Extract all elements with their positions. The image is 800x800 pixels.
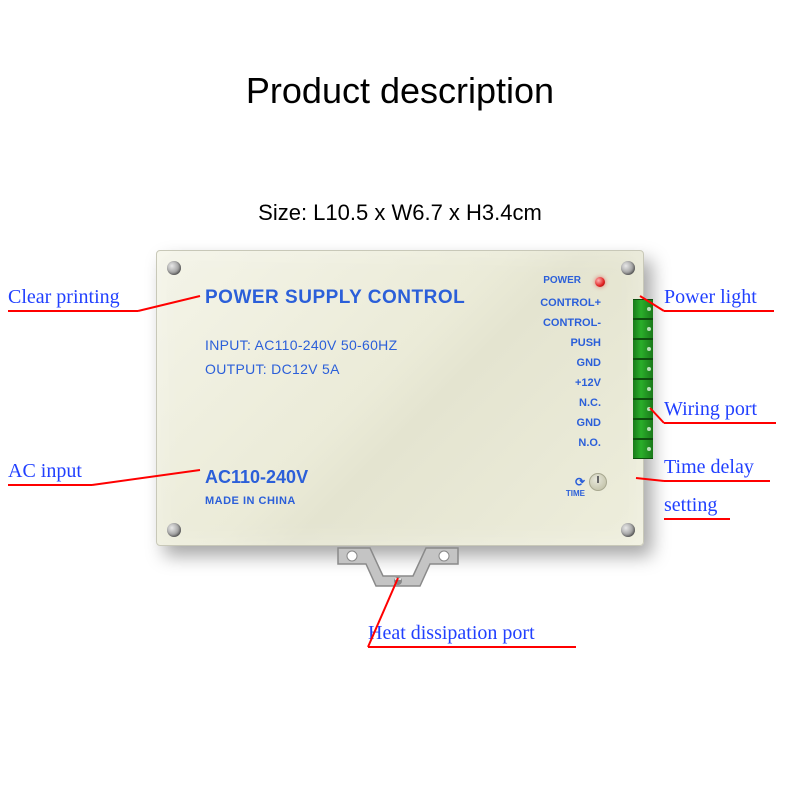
- callout-time-delay-2: setting: [664, 494, 717, 517]
- callout-clear-printing: Clear printing: [8, 286, 120, 309]
- callout-power-light: Power light: [664, 286, 757, 309]
- screw-icon: [167, 261, 181, 275]
- callout-time-delay-1: Time delay: [664, 456, 754, 479]
- terminal-label: CONTROL-: [543, 317, 601, 329]
- callout-ac-input: AC input: [8, 460, 82, 483]
- page-title: Product description: [0, 70, 800, 112]
- terminal-label: GND: [577, 417, 601, 429]
- underline: [8, 310, 138, 312]
- screw-icon: [621, 261, 635, 275]
- device-box: POWER SUPPLY CONTROL INPUT: AC110-240V 5…: [156, 250, 644, 546]
- device-ac-text: AC110-240V: [205, 467, 308, 488]
- screw-icon: [167, 523, 181, 537]
- terminal-block: [633, 299, 653, 459]
- power-led-icon: [595, 277, 605, 287]
- underline: [664, 480, 770, 482]
- underline: [664, 422, 776, 424]
- device-title: POWER SUPPLY CONTROL: [205, 287, 465, 309]
- underline: [8, 484, 92, 486]
- device-made-text: MADE IN CHINA: [205, 495, 296, 507]
- underline: [664, 310, 774, 312]
- terminal-label: CONTROL+: [540, 297, 601, 309]
- device-input-line: INPUT: AC110-240V 50-60HZ: [205, 337, 397, 353]
- underline: [368, 646, 576, 648]
- time-symbol: ⟳: [575, 475, 585, 489]
- terminal-label: N.C.: [579, 397, 601, 409]
- time-label: TIME: [566, 489, 585, 498]
- callout-heat-port: Heat dissipation port: [368, 622, 535, 645]
- mounting-bracket: [328, 540, 468, 592]
- device-output-line: OUTPUT: DC12V 5A: [205, 361, 340, 377]
- screw-icon: [621, 523, 635, 537]
- callout-wiring-port: Wiring port: [664, 398, 757, 421]
- terminal-label: +12V: [575, 377, 601, 389]
- underline: [664, 518, 730, 520]
- terminal-label: GND: [577, 357, 601, 369]
- terminal-label: N.O.: [578, 437, 601, 449]
- size-line: Size: L10.5 x W6.7 x H3.4cm: [0, 200, 800, 226]
- time-dial-icon: [589, 473, 607, 491]
- power-label: POWER: [543, 275, 581, 286]
- terminal-label: PUSH: [570, 337, 601, 349]
